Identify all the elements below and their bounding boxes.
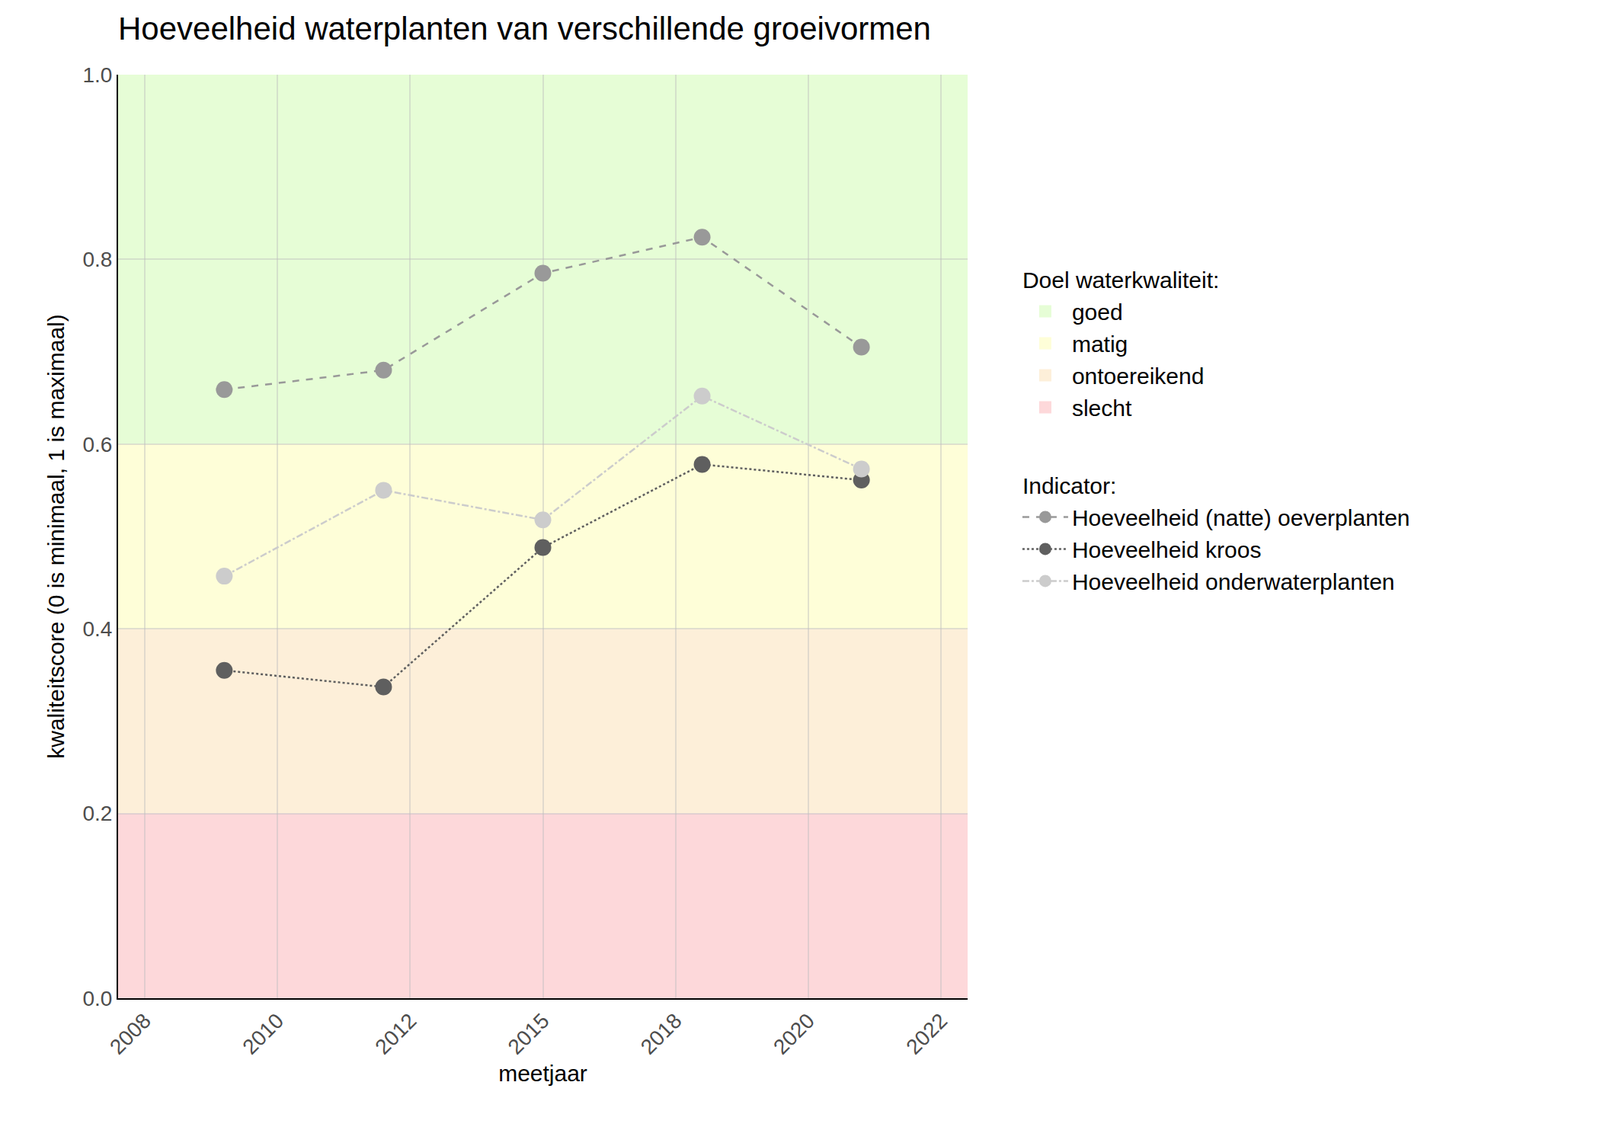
svg-text:Hoeveelheid waterplanten van v: Hoeveelheid waterplanten van verschillen… <box>118 10 932 47</box>
svg-text:Hoeveelheid onderwaterplanten: Hoeveelheid onderwaterplanten <box>1072 569 1396 595</box>
svg-text:goed: goed <box>1072 299 1124 325</box>
svg-text:0.0: 0.0 <box>82 986 112 1011</box>
svg-text:2012: 2012 <box>370 1008 421 1060</box>
svg-text:1.0: 1.0 <box>82 63 112 87</box>
svg-text:slecht: slecht <box>1072 395 1133 421</box>
svg-text:Hoeveelheid kroos: Hoeveelheid kroos <box>1072 537 1261 563</box>
svg-text:Indicator:: Indicator: <box>1022 473 1117 499</box>
svg-text:matig: matig <box>1072 331 1128 357</box>
svg-text:ontoereikend: ontoereikend <box>1072 363 1204 389</box>
svg-text:0.8: 0.8 <box>82 247 112 272</box>
svg-text:2015: 2015 <box>503 1008 554 1060</box>
svg-text:2010: 2010 <box>237 1008 288 1060</box>
svg-text:2008: 2008 <box>105 1008 156 1060</box>
svg-text:Hoeveelheid (natte) oeverplant: Hoeveelheid (natte) oeverplanten <box>1072 505 1411 531</box>
svg-text:0.2: 0.2 <box>82 801 112 826</box>
svg-text:0.6: 0.6 <box>82 432 112 457</box>
svg-text:0.4: 0.4 <box>82 617 112 641</box>
svg-text:2020: 2020 <box>768 1008 820 1060</box>
svg-text:meetjaar: meetjaar <box>498 1060 588 1086</box>
svg-text:Doel waterkwaliteit:: Doel waterkwaliteit: <box>1022 267 1220 293</box>
svg-text:2022: 2022 <box>901 1008 952 1060</box>
svg-text:2018: 2018 <box>636 1008 687 1060</box>
svg-text:kwaliteitscore (0 is minimaal,: kwaliteitscore (0 is minimaal, 1 is maxi… <box>43 313 69 759</box>
